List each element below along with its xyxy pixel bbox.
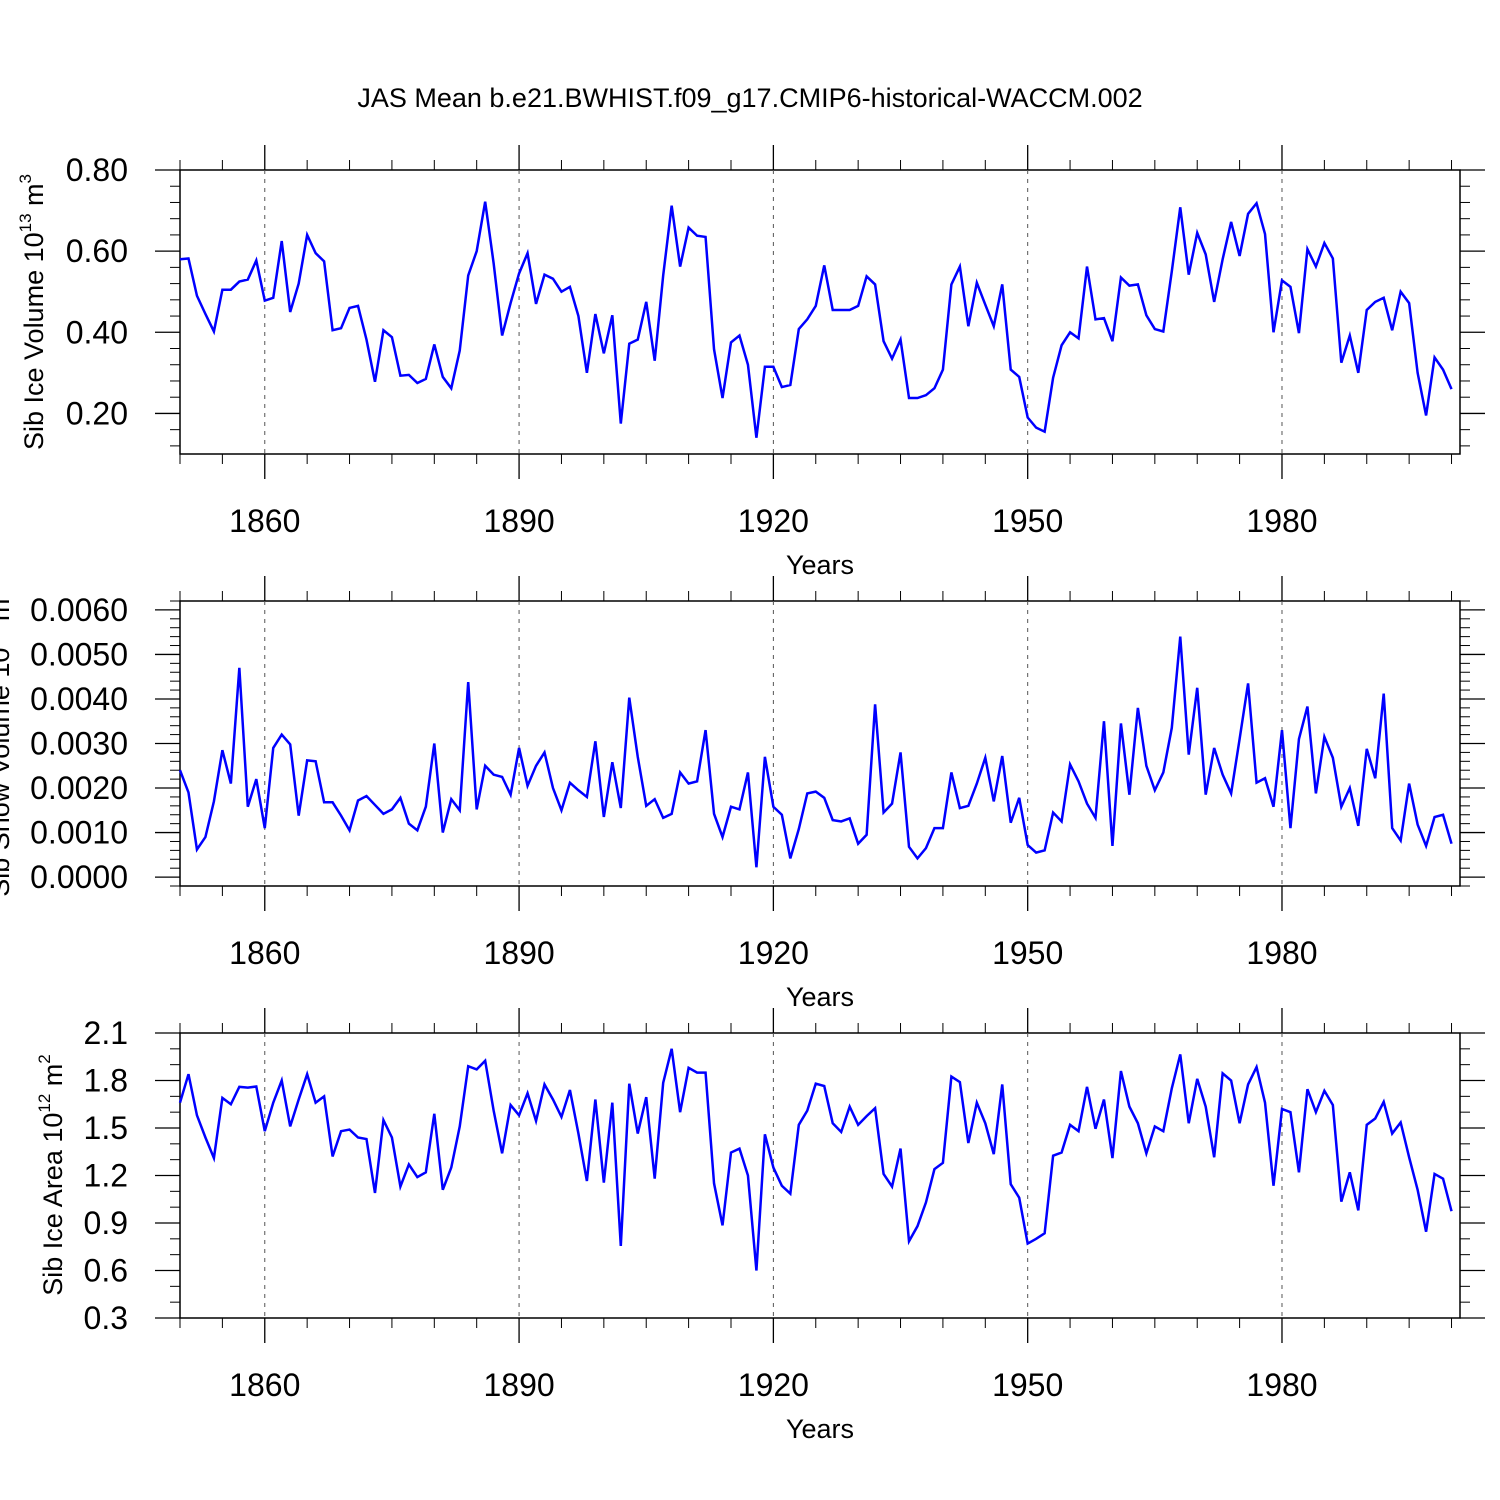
x-ticks: 1860 1890 1920 1950 1980 — [179, 1008, 1453, 1403]
x-tick-label: 1920 — [738, 935, 809, 971]
y-tick-label: 0.0040 — [30, 681, 128, 717]
y-axis-label-main: Sib Ice Area 10 — [38, 1113, 68, 1296]
y-ticks: 0.0000 0.0010 0.0020 0.0030 0.0040 0.0050 0.00… — [30, 592, 1485, 895]
x-tick-label: 1980 — [1246, 935, 1317, 971]
y-axis-label-exponent: 13 — [16, 213, 35, 232]
plot-frame — [179, 600, 1461, 887]
y-tick-label: 0.0000 — [30, 859, 128, 895]
x-tick-label: 1920 — [738, 1367, 809, 1403]
x-tick-label: 1860 — [229, 503, 300, 539]
y-tick-label: 0.6 — [84, 1253, 128, 1289]
x-tick-label: 1860 — [229, 935, 300, 971]
data-series-line — [178, 1048, 1453, 1271]
y-tick-label: 0.0060 — [30, 592, 128, 628]
x-tick-label: 1980 — [1246, 1367, 1317, 1403]
x-axis-label: Years — [786, 550, 854, 580]
data-series-line — [178, 636, 1453, 868]
y-tick-label: 0.9 — [84, 1205, 128, 1241]
x-tick-label: 1950 — [992, 503, 1063, 539]
y-axis-label-unit-exponent: 3 — [16, 174, 35, 183]
panel-snow-volume: 0.0000 0.0010 0.0020 0.0030 0.0040 0.0050 0.00… — [0, 576, 1485, 1012]
y-tick-label: 1.5 — [84, 1110, 128, 1146]
y-axis-label: Sib Ice Area 1012 m2 — [35, 1054, 68, 1296]
y-tick-label: 2.1 — [84, 1015, 128, 1051]
y-axis-label-exponent: 13 — [0, 629, 1, 648]
y-axis-label-unit-exponent: 2 — [35, 1054, 54, 1063]
panel-ice-volume: 0.20 0.40 0.60 0.80 1860 1890 1920 1950 1980 Ye… — [16, 145, 1485, 580]
x-tick-label: 1890 — [483, 935, 554, 971]
y-axis-label-exponent: 12 — [35, 1094, 54, 1113]
y-tick-label: 0.40 — [66, 314, 128, 350]
y-axis-label-main: Sib Snow Volume 10 — [0, 648, 15, 897]
y-axis-label-main: Sib Ice Volume 10 — [19, 232, 49, 450]
y-axis-label-unit-exponent: 3 — [0, 589, 1, 598]
x-axis-label: Years — [786, 1414, 854, 1444]
plot-frame — [179, 169, 1461, 455]
grid-lines — [264, 170, 1283, 454]
figure-title: JAS Mean b.e21.BWHIST.f09_g17.CMIP6-hist… — [357, 83, 1142, 113]
panel-ice-area: 0.3 0.6 0.9 1.2 1.5 1.8 2.1 1860 1890 1920 1950 19… — [35, 1008, 1485, 1444]
x-axis-label: Years — [786, 982, 854, 1012]
x-tick-label: 1980 — [1246, 503, 1317, 539]
grid-lines — [264, 1033, 1283, 1318]
x-ticks: 1860 1890 1920 1950 1980 — [179, 145, 1453, 539]
x-tick-label: 1920 — [738, 503, 809, 539]
y-tick-label: 0.0010 — [30, 815, 128, 851]
y-tick-label: 0.80 — [66, 152, 128, 188]
x-tick-label: 1890 — [483, 1367, 554, 1403]
x-tick-label: 1950 — [992, 935, 1063, 971]
y-axis-label: Sib Snow Volume 1013 m3 — [0, 589, 15, 897]
y-axis-label-unit: m — [38, 1064, 68, 1094]
y-tick-label: 0.60 — [66, 233, 128, 269]
y-tick-label: 1.2 — [84, 1158, 128, 1194]
x-tick-label: 1860 — [229, 1367, 300, 1403]
y-tick-label: 0.0020 — [30, 770, 128, 806]
y-tick-label: 0.3 — [84, 1300, 128, 1336]
y-axis-label: Sib Ice Volume 1013 m3 — [16, 174, 49, 450]
y-tick-label: 0.0050 — [30, 636, 128, 672]
grid-lines — [264, 601, 1283, 886]
y-axis-label-unit: m — [0, 599, 15, 629]
x-tick-label: 1950 — [992, 1367, 1063, 1403]
data-series-line — [179, 200, 1453, 438]
y-axis-label-unit: m — [19, 183, 49, 213]
y-tick-label: 0.0030 — [30, 726, 128, 762]
y-tick-label: 1.8 — [84, 1063, 128, 1099]
x-tick-label: 1890 — [483, 503, 554, 539]
x-ticks: 1860 1890 1920 1950 1980 — [179, 576, 1453, 971]
y-ticks: 0.20 0.40 0.60 0.80 — [66, 152, 1485, 447]
y-ticks: 0.3 0.6 0.9 1.2 1.5 1.8 2.1 — [84, 1015, 1485, 1336]
y-tick-label: 0.20 — [66, 395, 128, 431]
